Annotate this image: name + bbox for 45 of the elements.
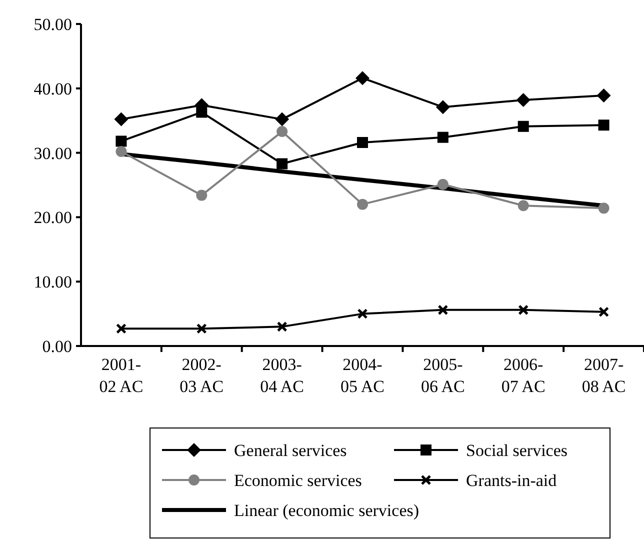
x-tick-label: 2005-06 AC bbox=[420, 355, 465, 396]
point bbox=[196, 106, 208, 118]
point bbox=[357, 198, 368, 210]
point bbox=[276, 126, 288, 138]
point bbox=[196, 323, 207, 334]
legend-label: Economic services bbox=[234, 471, 362, 490]
point bbox=[275, 112, 290, 126]
x-tick-label: 2002-03 AC bbox=[180, 355, 224, 396]
y-tick-label: 50.00 bbox=[34, 14, 72, 34]
point bbox=[116, 323, 126, 334]
point bbox=[436, 100, 450, 114]
x-tick-label: 2007-08 AC bbox=[582, 355, 626, 396]
point bbox=[437, 132, 448, 143]
legend-label: Linear (economic services) bbox=[234, 501, 420, 520]
point bbox=[357, 308, 368, 320]
legend-label: General services bbox=[234, 441, 347, 460]
legend-label: Social services bbox=[466, 441, 568, 460]
point bbox=[518, 304, 529, 316]
point bbox=[276, 158, 288, 170]
y-tick-label: 10.00 bbox=[34, 272, 72, 292]
point bbox=[116, 146, 127, 158]
x-tick-label: 2006-07 AC bbox=[501, 355, 546, 396]
point bbox=[357, 136, 368, 148]
point bbox=[596, 88, 611, 102]
point bbox=[516, 92, 530, 107]
point bbox=[116, 136, 127, 147]
point bbox=[518, 120, 529, 132]
point bbox=[356, 71, 370, 86]
y-tick-label: 30.00 bbox=[34, 144, 72, 163]
point bbox=[598, 202, 610, 214]
point bbox=[437, 178, 448, 190]
point bbox=[276, 321, 288, 332]
y-tick-label: 0.00 bbox=[42, 336, 72, 356]
point bbox=[598, 306, 610, 318]
x-tick-label: 2001-02 AC bbox=[99, 355, 144, 396]
point bbox=[598, 120, 610, 131]
legend-label: Grants-in-aid bbox=[466, 471, 558, 490]
point bbox=[114, 112, 128, 126]
y-tick-label: 40.00 bbox=[34, 79, 72, 98]
point bbox=[518, 200, 529, 212]
x-tick-label: 2004-05 AC bbox=[340, 355, 384, 396]
point bbox=[196, 190, 208, 201]
x-tick-label: 2003-04 AC bbox=[260, 355, 304, 396]
y-tick-label: 20.00 bbox=[34, 208, 72, 228]
point bbox=[438, 304, 448, 316]
